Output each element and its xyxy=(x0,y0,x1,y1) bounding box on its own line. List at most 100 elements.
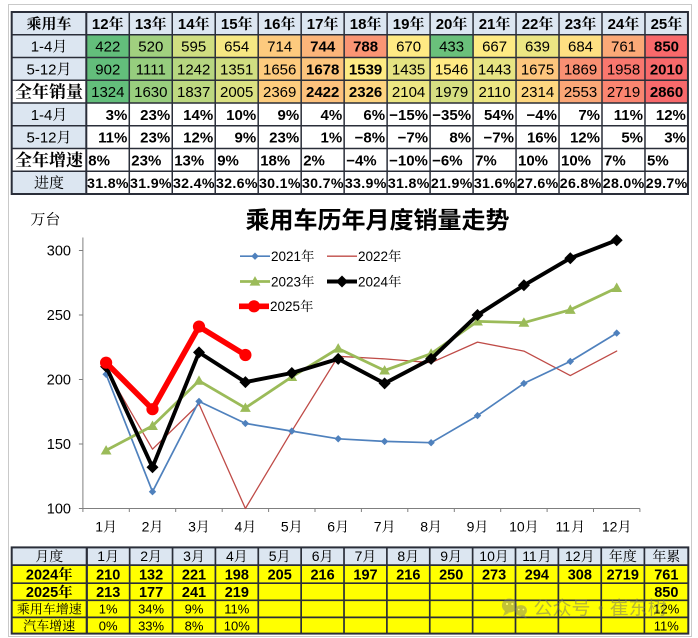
svg-text:18%: 18% xyxy=(260,152,290,169)
svg-text:32.6%: 32.6% xyxy=(216,176,258,192)
svg-text:1869: 1869 xyxy=(564,61,597,78)
svg-text:12: 12 xyxy=(92,16,109,33)
svg-text:31.6%: 31.6% xyxy=(474,176,516,192)
svg-text:1443: 1443 xyxy=(478,61,511,78)
svg-text:2024: 2024 xyxy=(358,274,389,289)
svg-text:2: 2 xyxy=(142,519,150,535)
svg-text:15: 15 xyxy=(221,16,238,33)
svg-text:2024: 2024 xyxy=(26,567,58,583)
svg-text:1546: 1546 xyxy=(435,61,468,78)
svg-text:654: 654 xyxy=(224,39,249,56)
svg-text:1: 1 xyxy=(95,519,103,535)
svg-text:12%: 12% xyxy=(570,130,600,147)
svg-text:205: 205 xyxy=(268,567,292,583)
svg-text:8: 8 xyxy=(420,519,428,535)
svg-text:32.4%: 32.4% xyxy=(173,176,215,192)
svg-text:850: 850 xyxy=(654,39,679,56)
svg-text:2860: 2860 xyxy=(650,84,683,101)
svg-text:23%: 23% xyxy=(140,130,170,147)
svg-text:33.9%: 33.9% xyxy=(345,176,387,192)
svg-text:7: 7 xyxy=(374,519,382,535)
svg-text:12: 12 xyxy=(602,519,618,535)
svg-text:197: 197 xyxy=(353,567,377,583)
svg-text:433: 433 xyxy=(439,39,464,56)
svg-text:2110: 2110 xyxy=(478,84,510,101)
svg-text:4: 4 xyxy=(235,519,243,535)
svg-text:10: 10 xyxy=(509,519,525,535)
svg-text:2314: 2314 xyxy=(521,84,554,101)
svg-text:−4%: −4% xyxy=(346,152,376,169)
svg-text:10%: 10% xyxy=(226,107,256,124)
svg-text:9%: 9% xyxy=(278,107,300,124)
svg-text:7: 7 xyxy=(355,548,363,564)
svg-text:670: 670 xyxy=(396,39,421,56)
svg-text:23%: 23% xyxy=(131,152,161,169)
svg-text:6: 6 xyxy=(327,519,335,535)
svg-text:422: 422 xyxy=(95,39,120,56)
svg-text:2021: 2021 xyxy=(271,249,301,264)
svg-text:300: 300 xyxy=(47,244,71,260)
svg-text:100: 100 xyxy=(47,502,71,518)
svg-text:2%: 2% xyxy=(303,152,325,169)
svg-text:210: 210 xyxy=(96,567,120,583)
svg-text:2719: 2719 xyxy=(607,84,640,101)
svg-text:7%: 7% xyxy=(578,107,600,124)
svg-text:5%: 5% xyxy=(647,152,669,169)
svg-text:54%: 54% xyxy=(484,107,514,124)
svg-text:667: 667 xyxy=(482,39,507,56)
svg-text:13: 13 xyxy=(135,16,152,33)
svg-text:294: 294 xyxy=(525,567,549,583)
svg-text:308: 308 xyxy=(568,567,592,583)
svg-text:30.1%: 30.1% xyxy=(259,176,301,192)
svg-text:595: 595 xyxy=(181,39,206,56)
svg-text:1%: 1% xyxy=(99,602,118,617)
svg-text:902: 902 xyxy=(95,61,120,78)
svg-text:177: 177 xyxy=(139,585,163,601)
svg-text:250: 250 xyxy=(47,308,71,324)
svg-text:150: 150 xyxy=(47,437,71,453)
svg-text:8%: 8% xyxy=(449,130,471,147)
svg-text:788: 788 xyxy=(353,39,378,56)
svg-text:4: 4 xyxy=(226,548,234,564)
svg-text:26.8%: 26.8% xyxy=(560,176,602,192)
svg-text:11: 11 xyxy=(522,548,537,564)
svg-text:200: 200 xyxy=(47,373,71,389)
svg-text:5-12: 5-12 xyxy=(27,130,57,147)
svg-text:18: 18 xyxy=(350,16,367,33)
svg-text:5: 5 xyxy=(269,548,277,564)
svg-text:23%: 23% xyxy=(269,130,299,147)
svg-text:2023: 2023 xyxy=(271,274,301,289)
svg-text:16: 16 xyxy=(264,16,281,33)
svg-text:1-4: 1-4 xyxy=(31,39,53,56)
svg-text:34%: 34% xyxy=(138,602,164,617)
svg-text:11%: 11% xyxy=(224,602,249,617)
svg-text:1837: 1837 xyxy=(177,84,210,101)
svg-text:684: 684 xyxy=(568,39,593,56)
svg-text:9%: 9% xyxy=(235,130,257,147)
svg-text:23%: 23% xyxy=(140,107,170,124)
svg-text:11%: 11% xyxy=(614,107,643,124)
svg-text:1678: 1678 xyxy=(306,61,339,78)
svg-text:250: 250 xyxy=(439,567,463,583)
svg-text:2719: 2719 xyxy=(607,567,639,583)
svg-text:761: 761 xyxy=(654,567,678,583)
svg-text:19: 19 xyxy=(393,16,410,33)
svg-text:2104: 2104 xyxy=(392,84,425,101)
svg-text:23: 23 xyxy=(565,16,582,33)
svg-text:2422: 2422 xyxy=(306,84,339,101)
svg-text:1979: 1979 xyxy=(435,84,468,101)
svg-text:33%: 33% xyxy=(138,618,164,633)
svg-text:520: 520 xyxy=(138,39,163,56)
svg-text:−10%: −10% xyxy=(389,152,428,169)
svg-text:−4%: −4% xyxy=(527,107,557,124)
svg-text:7%: 7% xyxy=(475,152,497,169)
svg-text:2369: 2369 xyxy=(263,84,296,101)
svg-text:3%: 3% xyxy=(106,107,128,124)
svg-text:0%: 0% xyxy=(99,618,118,633)
svg-text:241: 241 xyxy=(182,585,206,601)
svg-text:744: 744 xyxy=(310,39,336,56)
svg-text:−8%: −8% xyxy=(355,130,385,147)
svg-text:7%: 7% xyxy=(604,152,626,169)
svg-text:−6%: −6% xyxy=(432,152,462,169)
svg-text:28.0%: 28.0% xyxy=(603,176,645,192)
